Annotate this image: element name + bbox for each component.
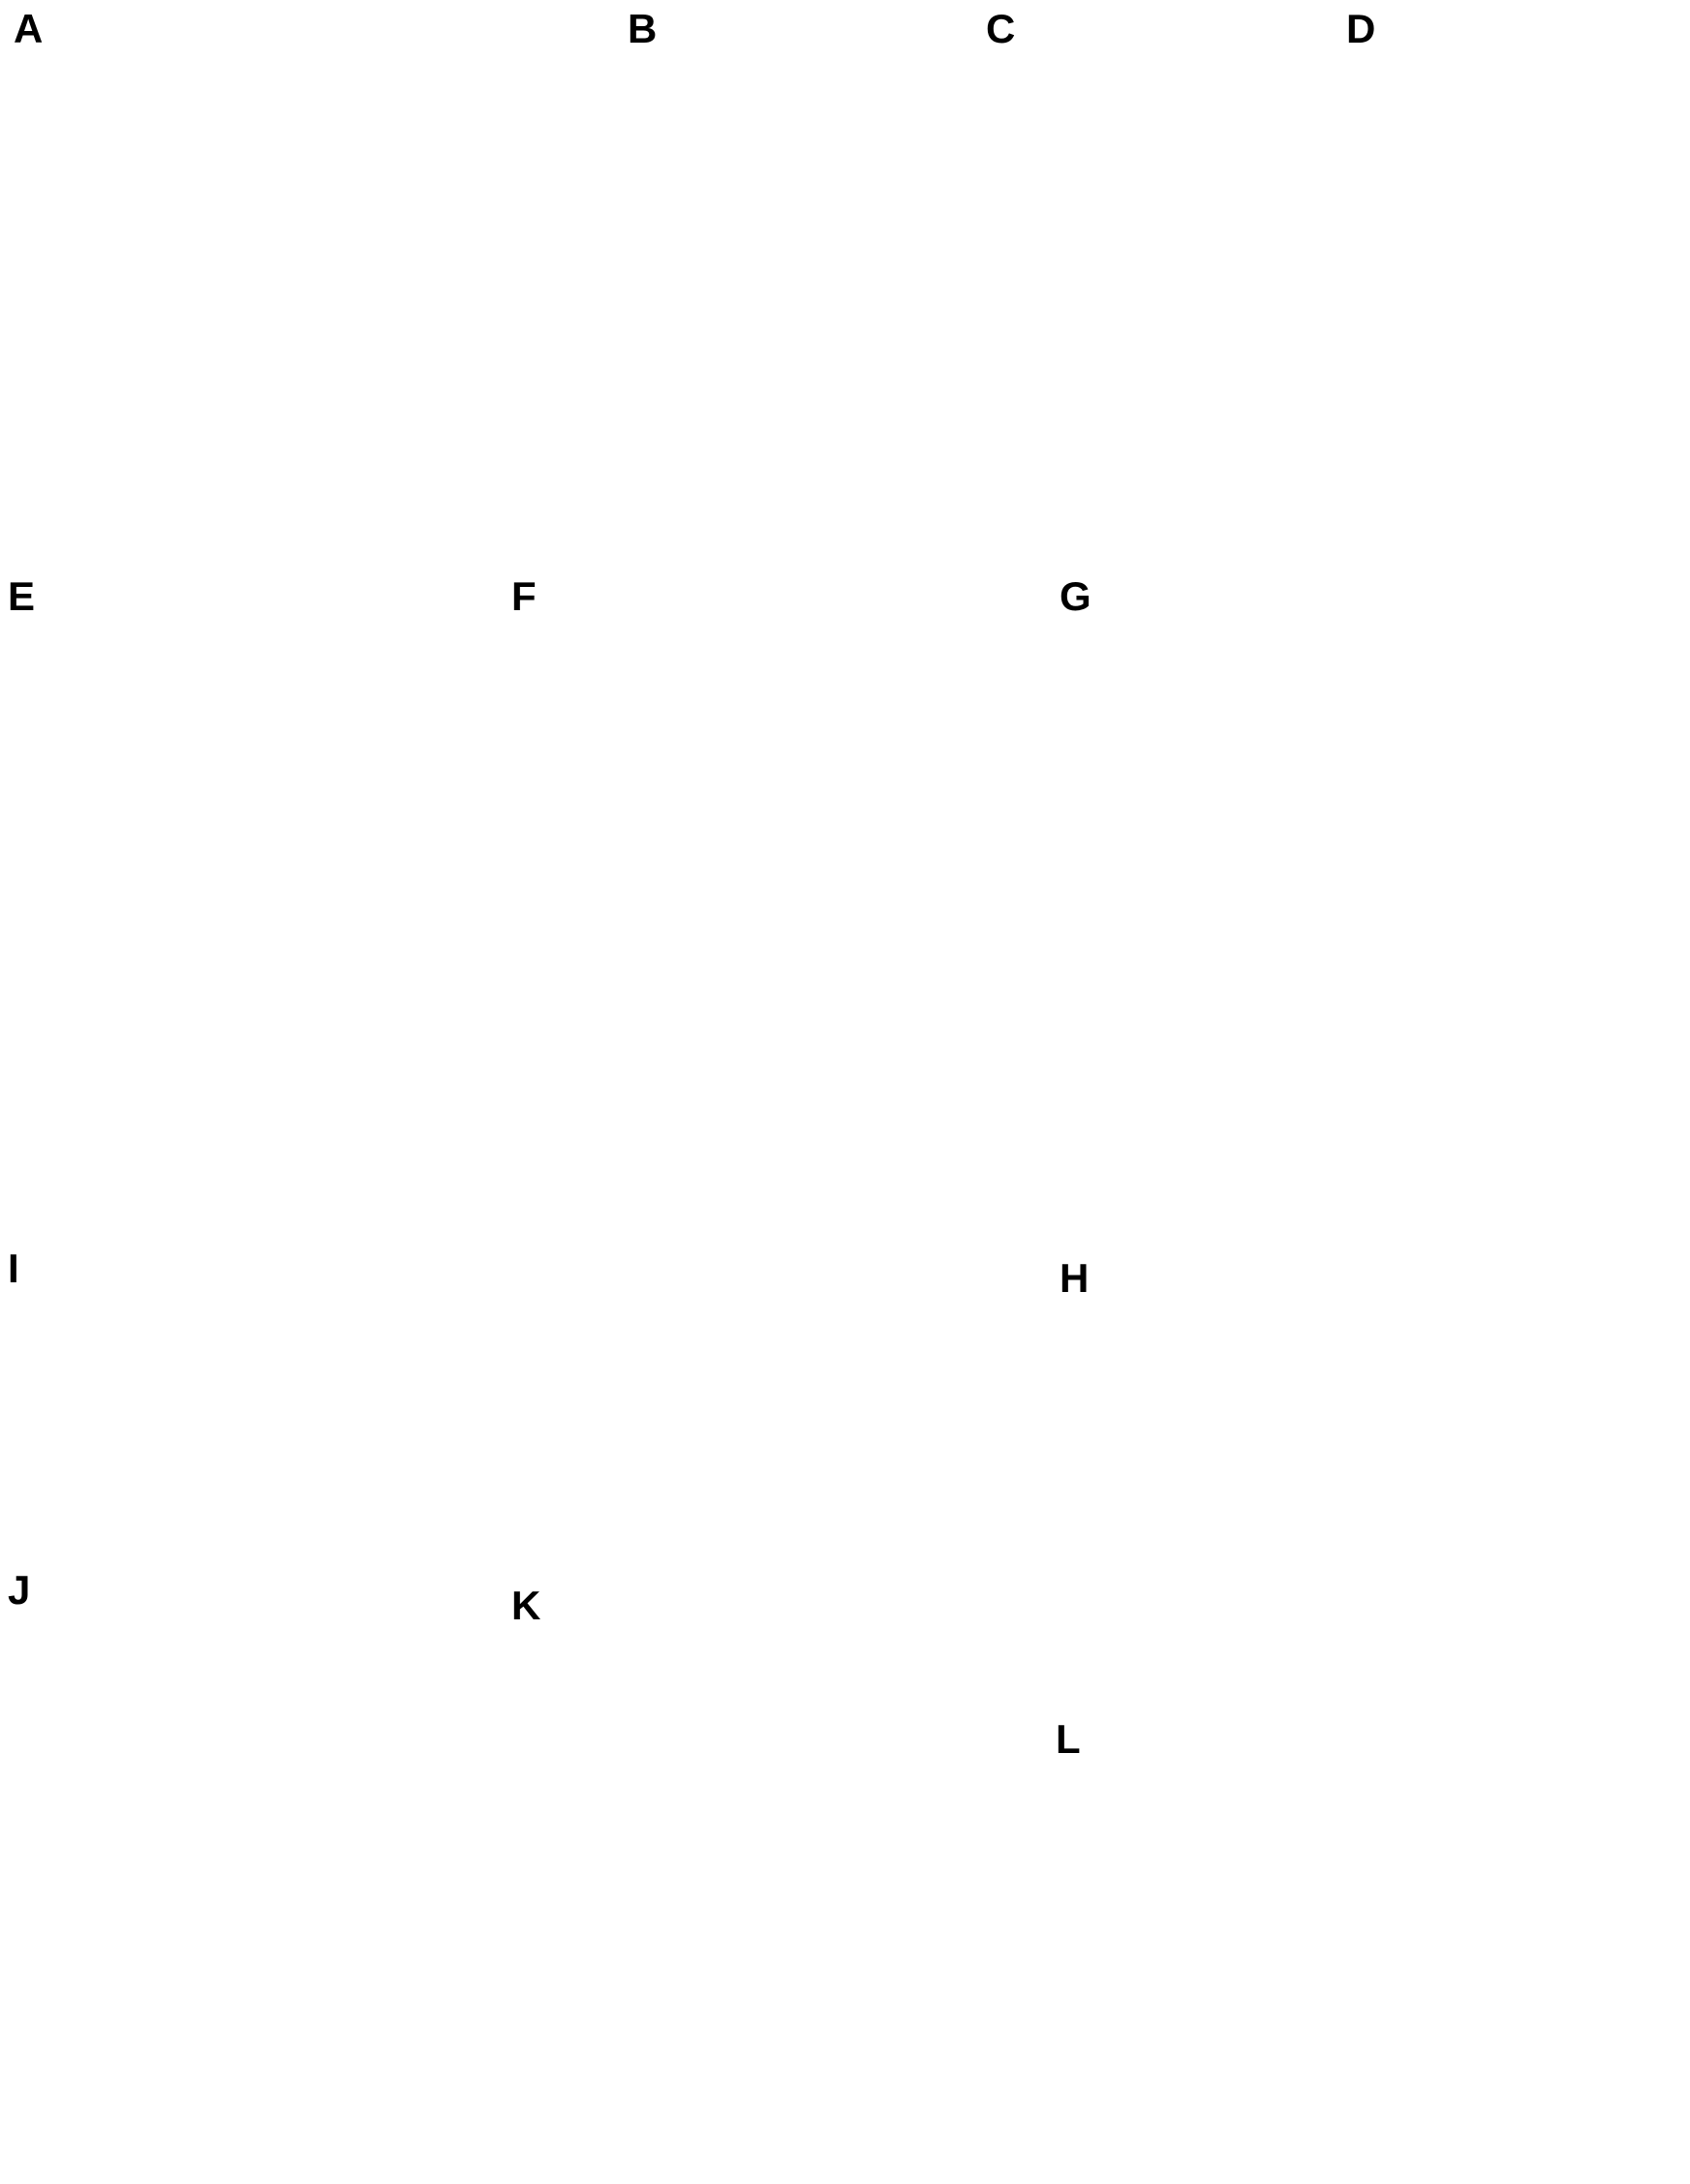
blot-panel-f [526,589,977,1511]
chart-a-irf1 [19,248,308,533]
chart-b-pdl1 [639,304,970,573]
panel-k-label: K [511,1583,541,1628]
chart-c-pdl1 [998,304,1331,573]
panel-g-label: G [1060,573,1091,619]
panel-b-label: B [628,6,658,51]
panel-e-label: E [8,573,36,619]
chart-d-irf1 [1356,23,1683,292]
panel-f-label: F [511,573,537,619]
chart-k-methylation [538,1598,1034,1939]
panel-i-label: I [8,1246,19,1291]
blot-panel-h [1075,1277,1687,1645]
panel-h-label: H [1060,1255,1090,1301]
chart-b-irf1 [639,23,970,292]
tet1-domain-diagram [92,6,530,250]
blot-panel-e [21,591,502,1203]
chart-j-5hmc [25,1550,502,2181]
chart-d-pdl1 [1356,304,1683,573]
panel-l-label: L [1056,1716,1081,1762]
panel-c-label: C [986,6,1016,51]
blot-panel-g2 [1075,893,1687,1135]
panel-a-label: A [14,6,44,51]
chart-a-pdl1 [312,248,606,533]
panel-j-label: J [8,1567,31,1613]
chart-c-irf1 [998,23,1331,292]
panel-d-label: D [1346,6,1376,51]
blot-panel-g1 [1075,591,1687,912]
chart-i-chip [14,1255,502,1546]
chart-l-violin [1073,1716,1677,2184]
